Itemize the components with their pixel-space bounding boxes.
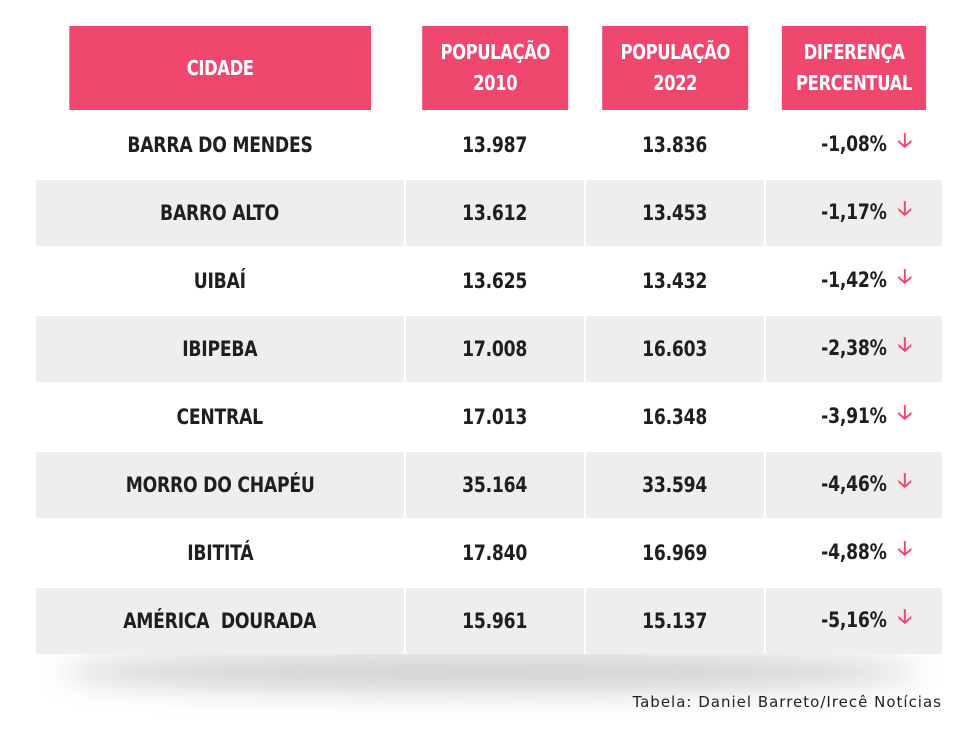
header-city: CIDADE: [69, 26, 373, 110]
pop2010-cell: 17.840: [406, 518, 586, 586]
city-cell: AMÉRICA DOURADA: [36, 586, 406, 654]
city-cell: IBITITÁ: [36, 518, 406, 586]
pop2010-cell: 13.612: [406, 178, 586, 246]
table-row: AMÉRICA DOURADA 15.961 15.137 -5,16% 🡣: [36, 586, 942, 654]
diff-cell: -1,17% 🡣: [766, 178, 942, 246]
header-diff: DIFERENÇA PERCENTUAL: [781, 26, 927, 110]
pop2010-cell: 17.008: [406, 314, 586, 382]
city-cell: BARRO ALTO: [36, 178, 406, 246]
arrow-down-icon: 🡣: [897, 264, 912, 288]
pop2022-cell: 15.137: [586, 586, 766, 654]
diff-cell: -4,88% 🡣: [766, 518, 942, 586]
pop2022-cell: 13.432: [586, 246, 766, 314]
city-cell: MORRO DO CHAPÉU: [36, 450, 406, 518]
header-pop2022: POPULAÇÃO 2022: [602, 26, 750, 110]
city-cell: IBIPEBA: [36, 314, 406, 382]
table-row: BARRA DO MENDES 13.987 13.836 -1,08% 🡣: [36, 110, 942, 178]
arrow-down-icon: 🡣: [897, 468, 912, 492]
table-row: UIBAÍ 13.625 13.432 -1,42% 🡣: [36, 246, 942, 314]
pop2010-cell: 13.987: [406, 110, 586, 178]
pop2022-cell: 13.453: [586, 178, 766, 246]
diff-cell: -3,91% 🡣: [766, 382, 942, 450]
population-table: CIDADE POPULAÇÃO 2010 POPULAÇÃO 2022 DIFER…: [36, 26, 942, 654]
table-row: BARRO ALTO 13.612 13.453 -1,17% 🡣: [36, 178, 942, 246]
arrow-down-icon: 🡣: [897, 332, 912, 356]
diff-cell: -1,08% 🡣: [766, 110, 942, 178]
arrow-down-icon: 🡣: [897, 604, 912, 628]
pop2010-cell: 35.164: [406, 450, 586, 518]
pop2022-cell: 33.594: [586, 450, 766, 518]
table-row: CENTRAL 17.013 16.348 -3,91% 🡣: [36, 382, 942, 450]
pop2022-cell: 16.969: [586, 518, 766, 586]
pop2010-cell: 13.625: [406, 246, 586, 314]
diff-cell: -4,46% 🡣: [766, 450, 942, 518]
pop2010-cell: 17.013: [406, 382, 586, 450]
arrow-down-icon: 🡣: [897, 196, 912, 220]
table-row: IBITITÁ 17.840 16.969 -4,88% 🡣: [36, 518, 942, 586]
pop2022-cell: 16.603: [586, 314, 766, 382]
arrow-down-icon: 🡣: [897, 536, 912, 560]
header-pop2010: POPULAÇÃO 2010: [422, 26, 570, 110]
diff-cell: -1,42% 🡣: [766, 246, 942, 314]
arrow-down-icon: 🡣: [897, 400, 912, 424]
city-cell: UIBAÍ: [36, 246, 406, 314]
pop2010-cell: 15.961: [406, 586, 586, 654]
table-header-row: CIDADE POPULAÇÃO 2010 POPULAÇÃO 2022 DIFER…: [36, 26, 942, 110]
population-table-container: CIDADE POPULAÇÃO 2010 POPULAÇÃO 2022 DIFER…: [36, 26, 942, 654]
pop2022-cell: 13.836: [586, 110, 766, 178]
diff-cell: -5,16% 🡣: [766, 586, 942, 654]
table-row: IBIPEBA 17.008 16.603 -2,38% 🡣: [36, 314, 942, 382]
diff-cell: -2,38% 🡣: [766, 314, 942, 382]
city-cell: CENTRAL: [36, 382, 406, 450]
pop2022-cell: 16.348: [586, 382, 766, 450]
table-row: MORRO DO CHAPÉU 35.164 33.594 -4,46% 🡣: [36, 450, 942, 518]
arrow-down-icon: 🡣: [897, 128, 912, 152]
city-cell: BARRA DO MENDES: [36, 110, 406, 178]
table-shadow: [60, 652, 920, 692]
table-caption: Tabela: Daniel Barreto/Irecê Notícias: [632, 693, 942, 711]
